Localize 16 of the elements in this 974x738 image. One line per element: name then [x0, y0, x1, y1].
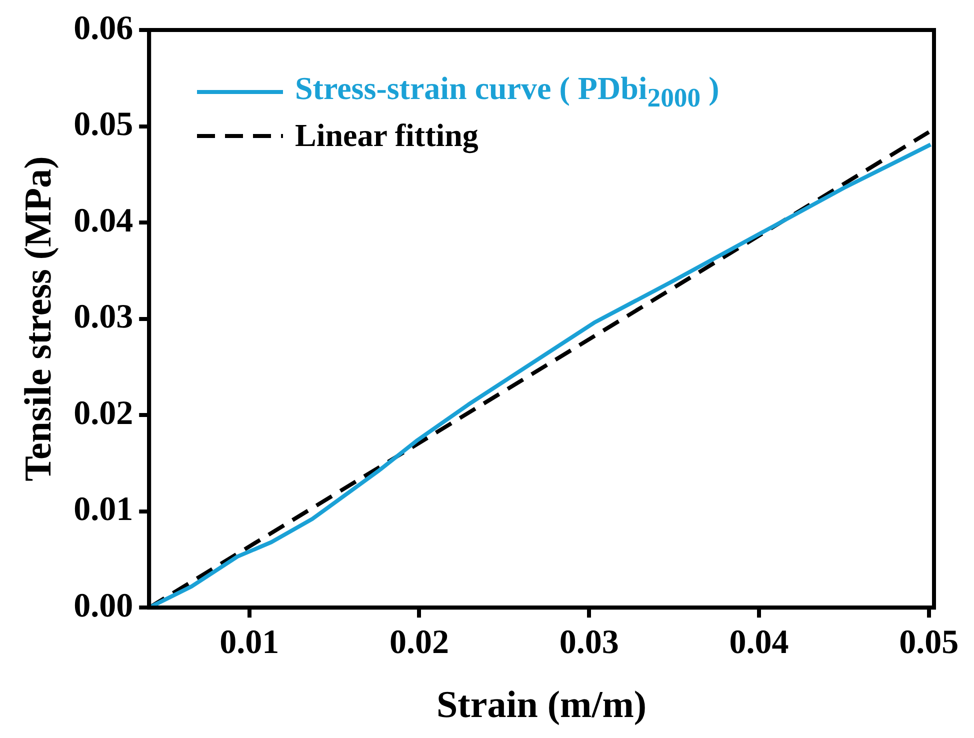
x-tick-label: 0.03	[559, 624, 619, 661]
y-tick-label: 0.04	[74, 202, 134, 240]
y-tick-label: 0.03	[74, 298, 134, 336]
y-tick-label: 0.06	[74, 10, 134, 47]
y-tick-label: 0.00	[74, 587, 134, 624]
x-tick-label: 0.05	[899, 624, 959, 661]
y-tick-label: 0.01	[74, 491, 134, 528]
x-tick-label: 0.02	[389, 624, 449, 661]
y-axis-title: Tensile stress (MPa)	[18, 156, 60, 482]
x-axis-title: Strain (m/m)	[436, 684, 647, 726]
x-tick-label: 0.04	[729, 624, 789, 661]
legend-label: Stress-strain curve ( PDbi$_{2000}$ )	[295, 70, 720, 114]
legend-label: Linear fitting	[295, 117, 478, 154]
y-tick-label: 0.02	[74, 394, 134, 432]
y-tick-label: 0.05	[74, 106, 134, 144]
x-tick-label: 0.01	[220, 624, 280, 661]
